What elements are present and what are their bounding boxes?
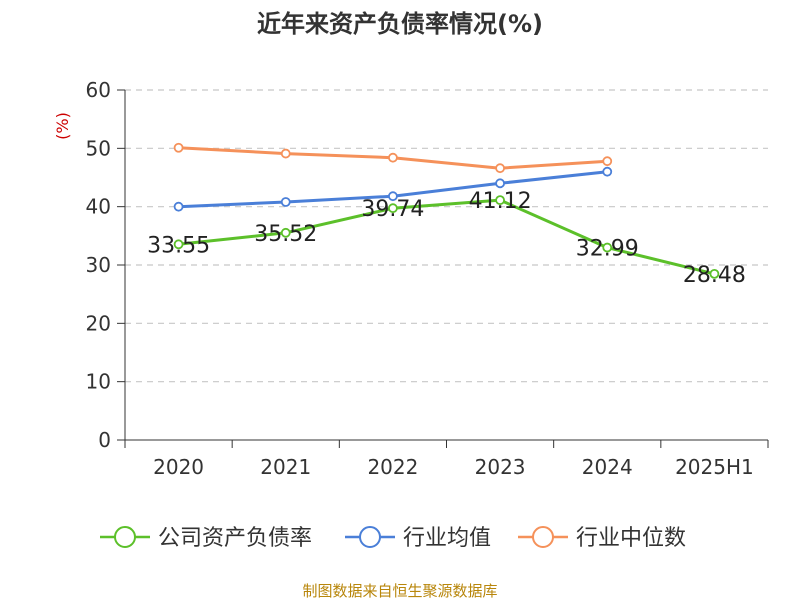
data-point [280,197,291,207]
data-label: 28.48 [683,263,746,288]
data-point [173,239,184,250]
data-point [495,178,505,189]
x-tick-label: 2024 [582,455,633,479]
data-point [388,152,398,163]
x-tick-label: 2022 [367,455,418,479]
data-label: 33.55 [147,233,210,258]
data-point [280,148,291,159]
y-tick-label: 30 [86,253,111,277]
x-tick-label: 2023 [475,455,526,479]
data-point [602,242,613,253]
data-point [388,203,398,214]
legend-label: 行业中位数 [576,526,686,551]
data-point [388,191,398,202]
data-point [495,163,505,174]
data-point [709,268,720,279]
y-axis-unit-label: (%) [53,112,72,140]
x-tick-label: 2025H1 [675,455,754,479]
data-label: 41.12 [469,189,532,214]
legend-marker-circle [359,526,381,548]
data-point [173,201,184,212]
y-tick-label: 50 [86,136,111,160]
y-tick-label: 40 [86,195,111,219]
x-tick-label: 2021 [260,455,311,479]
y-tick-label: 0 [98,428,111,452]
y-tick-label: 20 [86,311,111,335]
chart-title: 近年来资产负债率情况(%) [257,10,543,38]
legend-marker-circle [532,526,554,548]
x-tick-label: 2020 [153,455,204,479]
legend-label: 公司资产负债率 [158,526,312,551]
data-point [602,156,613,167]
legend-marker-circle [114,526,136,548]
data-point [495,195,505,206]
legend-label: 行业均值 [403,526,491,551]
data-point [602,166,613,177]
series-line [178,198,715,276]
data-point [173,142,184,153]
data-point [280,227,291,238]
y-tick-label: 60 [86,78,111,102]
source-note: 制图数据来自恒生聚源数据库 [302,582,497,600]
y-tick-label: 10 [86,370,111,394]
data-label: 35.52 [254,222,317,247]
data-label: 32.99 [576,237,639,262]
data-label: 39.74 [361,197,424,222]
